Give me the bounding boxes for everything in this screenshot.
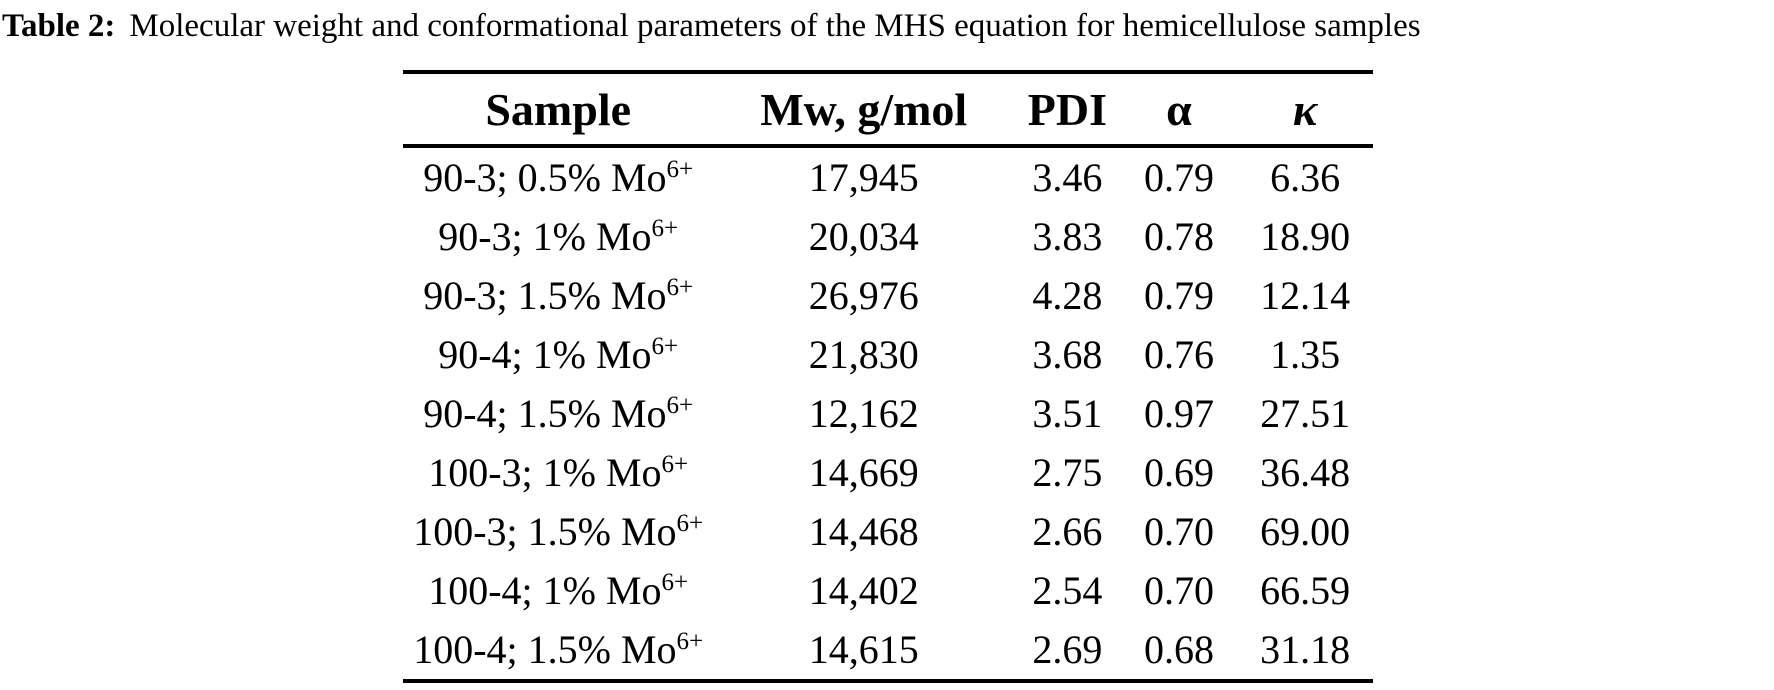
alpha-cell: 0.76	[1143, 332, 1214, 377]
sample-name: 100-3; 1.5% Mo	[413, 509, 677, 554]
column-header-mw: Mw, g/mol	[713, 72, 1015, 148]
alpha-cell: 0.79	[1143, 155, 1214, 200]
sample-cell: 90-3; 1% Mo6+	[403, 207, 713, 266]
sample-name: 90-3; 1% Mo	[438, 214, 652, 259]
sample-name: 100-4; 1.5% Mo	[413, 627, 677, 672]
mw-cell: 14,402	[808, 568, 919, 613]
sample-name: 90-4; 1.5% Mo	[423, 391, 667, 436]
sample-cell: 90-3; 1.5% Mo6+	[403, 266, 713, 325]
mw-cell: 14,615	[808, 627, 919, 672]
mw-cell: 20,034	[808, 214, 919, 259]
kappa-cell: 18.90	[1260, 214, 1351, 259]
kappa-cell: 6.36	[1270, 155, 1341, 200]
pdi-cell: 2.66	[1032, 509, 1103, 554]
kappa-cell: 1.35	[1270, 332, 1341, 377]
pdi-cell: 3.51	[1032, 391, 1103, 436]
table-row: 90-3; 0.5% Mo6+ 17,945 3.46 0.79 6.36	[403, 146, 1373, 207]
alpha-cell: 0.78	[1143, 214, 1214, 259]
alpha-cell: 0.68	[1143, 627, 1214, 672]
column-header-sample: Sample	[403, 72, 714, 148]
table-row: 100-4; 1.5% Mo6+ 14,615 2.69 0.68 31.18	[403, 620, 1373, 681]
table-row: 90-3; 1.5% Mo6+ 26,976 4.28 0.79 12.14	[403, 266, 1373, 325]
sample-oxidation-state-superscript: 6+	[666, 392, 694, 419]
alpha-cell: 0.70	[1143, 568, 1214, 613]
sample-cell: 100-3; 1% Mo6+	[403, 443, 713, 502]
pdi-cell: 2.69	[1032, 627, 1103, 672]
sample-name: 100-3; 1% Mo	[428, 450, 662, 495]
mw-cell: 21,830	[808, 332, 919, 377]
table-caption-label: Table 2:	[2, 8, 116, 44]
sample-cell: 100-3; 1.5% Mo6+	[403, 502, 713, 561]
mw-cell: 14,468	[808, 509, 919, 554]
table-row: 90-3; 1% Mo6+ 20,034 3.83 0.78 18.90	[403, 207, 1373, 266]
sample-oxidation-state-superscript: 6+	[676, 510, 704, 537]
table-caption: Table 2: Molecular weight and conformatio…	[2, 4, 1421, 48]
kappa-cell: 69.00	[1260, 509, 1351, 554]
sample-oxidation-state-superscript: 6+	[661, 569, 689, 596]
sample-name: 90-4; 1% Mo	[438, 332, 652, 377]
sample-oxidation-state-superscript: 6+	[651, 215, 679, 242]
table-row: 100-4; 1% Mo6+ 14,402 2.54 0.70 66.59	[403, 561, 1373, 620]
alpha-cell: 0.79	[1143, 273, 1214, 318]
table-caption-text: Molecular weight and conformational para…	[129, 8, 1421, 44]
kappa-cell: 12.14	[1260, 273, 1351, 318]
column-header-kappa: κ	[1237, 72, 1373, 148]
kappa-cell: 66.59	[1260, 568, 1351, 613]
pdi-cell: 2.54	[1032, 568, 1103, 613]
column-header-alpha: α	[1120, 72, 1238, 148]
sample-name: 90-3; 1.5% Mo	[423, 273, 667, 318]
sample-cell: 100-4; 1% Mo6+	[403, 561, 713, 620]
pdi-cell: 3.46	[1032, 155, 1103, 200]
mw-cell: 14,669	[808, 450, 919, 495]
sample-cell: 90-4; 1.5% Mo6+	[403, 384, 713, 443]
table-row: 100-3; 1.5% Mo6+ 14,468 2.66 0.70 69.00	[403, 502, 1373, 561]
sample-oxidation-state-superscript: 6+	[676, 628, 704, 655]
sample-cell: 100-4; 1.5% Mo6+	[403, 620, 713, 681]
sample-oxidation-state-superscript: 6+	[651, 333, 679, 360]
mw-cell: 17,945	[808, 155, 919, 200]
pdi-cell: 2.75	[1032, 450, 1103, 495]
mhs-parameters-table: Sample Mw, g/mol PDI α κ 90-3; 0.5% Mo6+…	[403, 70, 1373, 683]
kappa-cell: 36.48	[1260, 450, 1351, 495]
sample-name: 100-4; 1% Mo	[428, 568, 662, 613]
sample-oxidation-state-superscript: 6+	[666, 274, 694, 301]
sample-name: 90-3; 0.5% Mo	[423, 155, 667, 200]
table-row: 90-4; 1.5% Mo6+ 12,162 3.51 0.97 27.51	[403, 384, 1373, 443]
header-row: Sample Mw, g/mol PDI α κ	[403, 72, 1373, 148]
sample-cell: 90-4; 1% Mo6+	[403, 325, 713, 384]
pdi-cell: 4.28	[1032, 273, 1103, 318]
pdi-cell: 3.68	[1032, 332, 1103, 377]
pdi-cell: 3.83	[1032, 214, 1103, 259]
sample-oxidation-state-superscript: 6+	[661, 451, 689, 478]
alpha-cell: 0.97	[1143, 391, 1214, 436]
kappa-cell: 31.18	[1260, 627, 1351, 672]
sample-cell: 90-3; 0.5% Mo6+	[403, 146, 713, 207]
alpha-cell: 0.70	[1143, 509, 1214, 554]
column-header-pdi: PDI	[1014, 72, 1121, 148]
sample-oxidation-state-superscript: 6+	[666, 156, 694, 183]
table-row: 100-3; 1% Mo6+ 14,669 2.75 0.69 36.48	[403, 443, 1373, 502]
table-row: 90-4; 1% Mo6+ 21,830 3.68 0.76 1.35	[403, 325, 1373, 384]
mw-cell: 12,162	[808, 391, 919, 436]
alpha-cell: 0.69	[1143, 450, 1214, 495]
mw-cell: 26,976	[808, 273, 919, 318]
kappa-cell: 27.51	[1260, 391, 1351, 436]
